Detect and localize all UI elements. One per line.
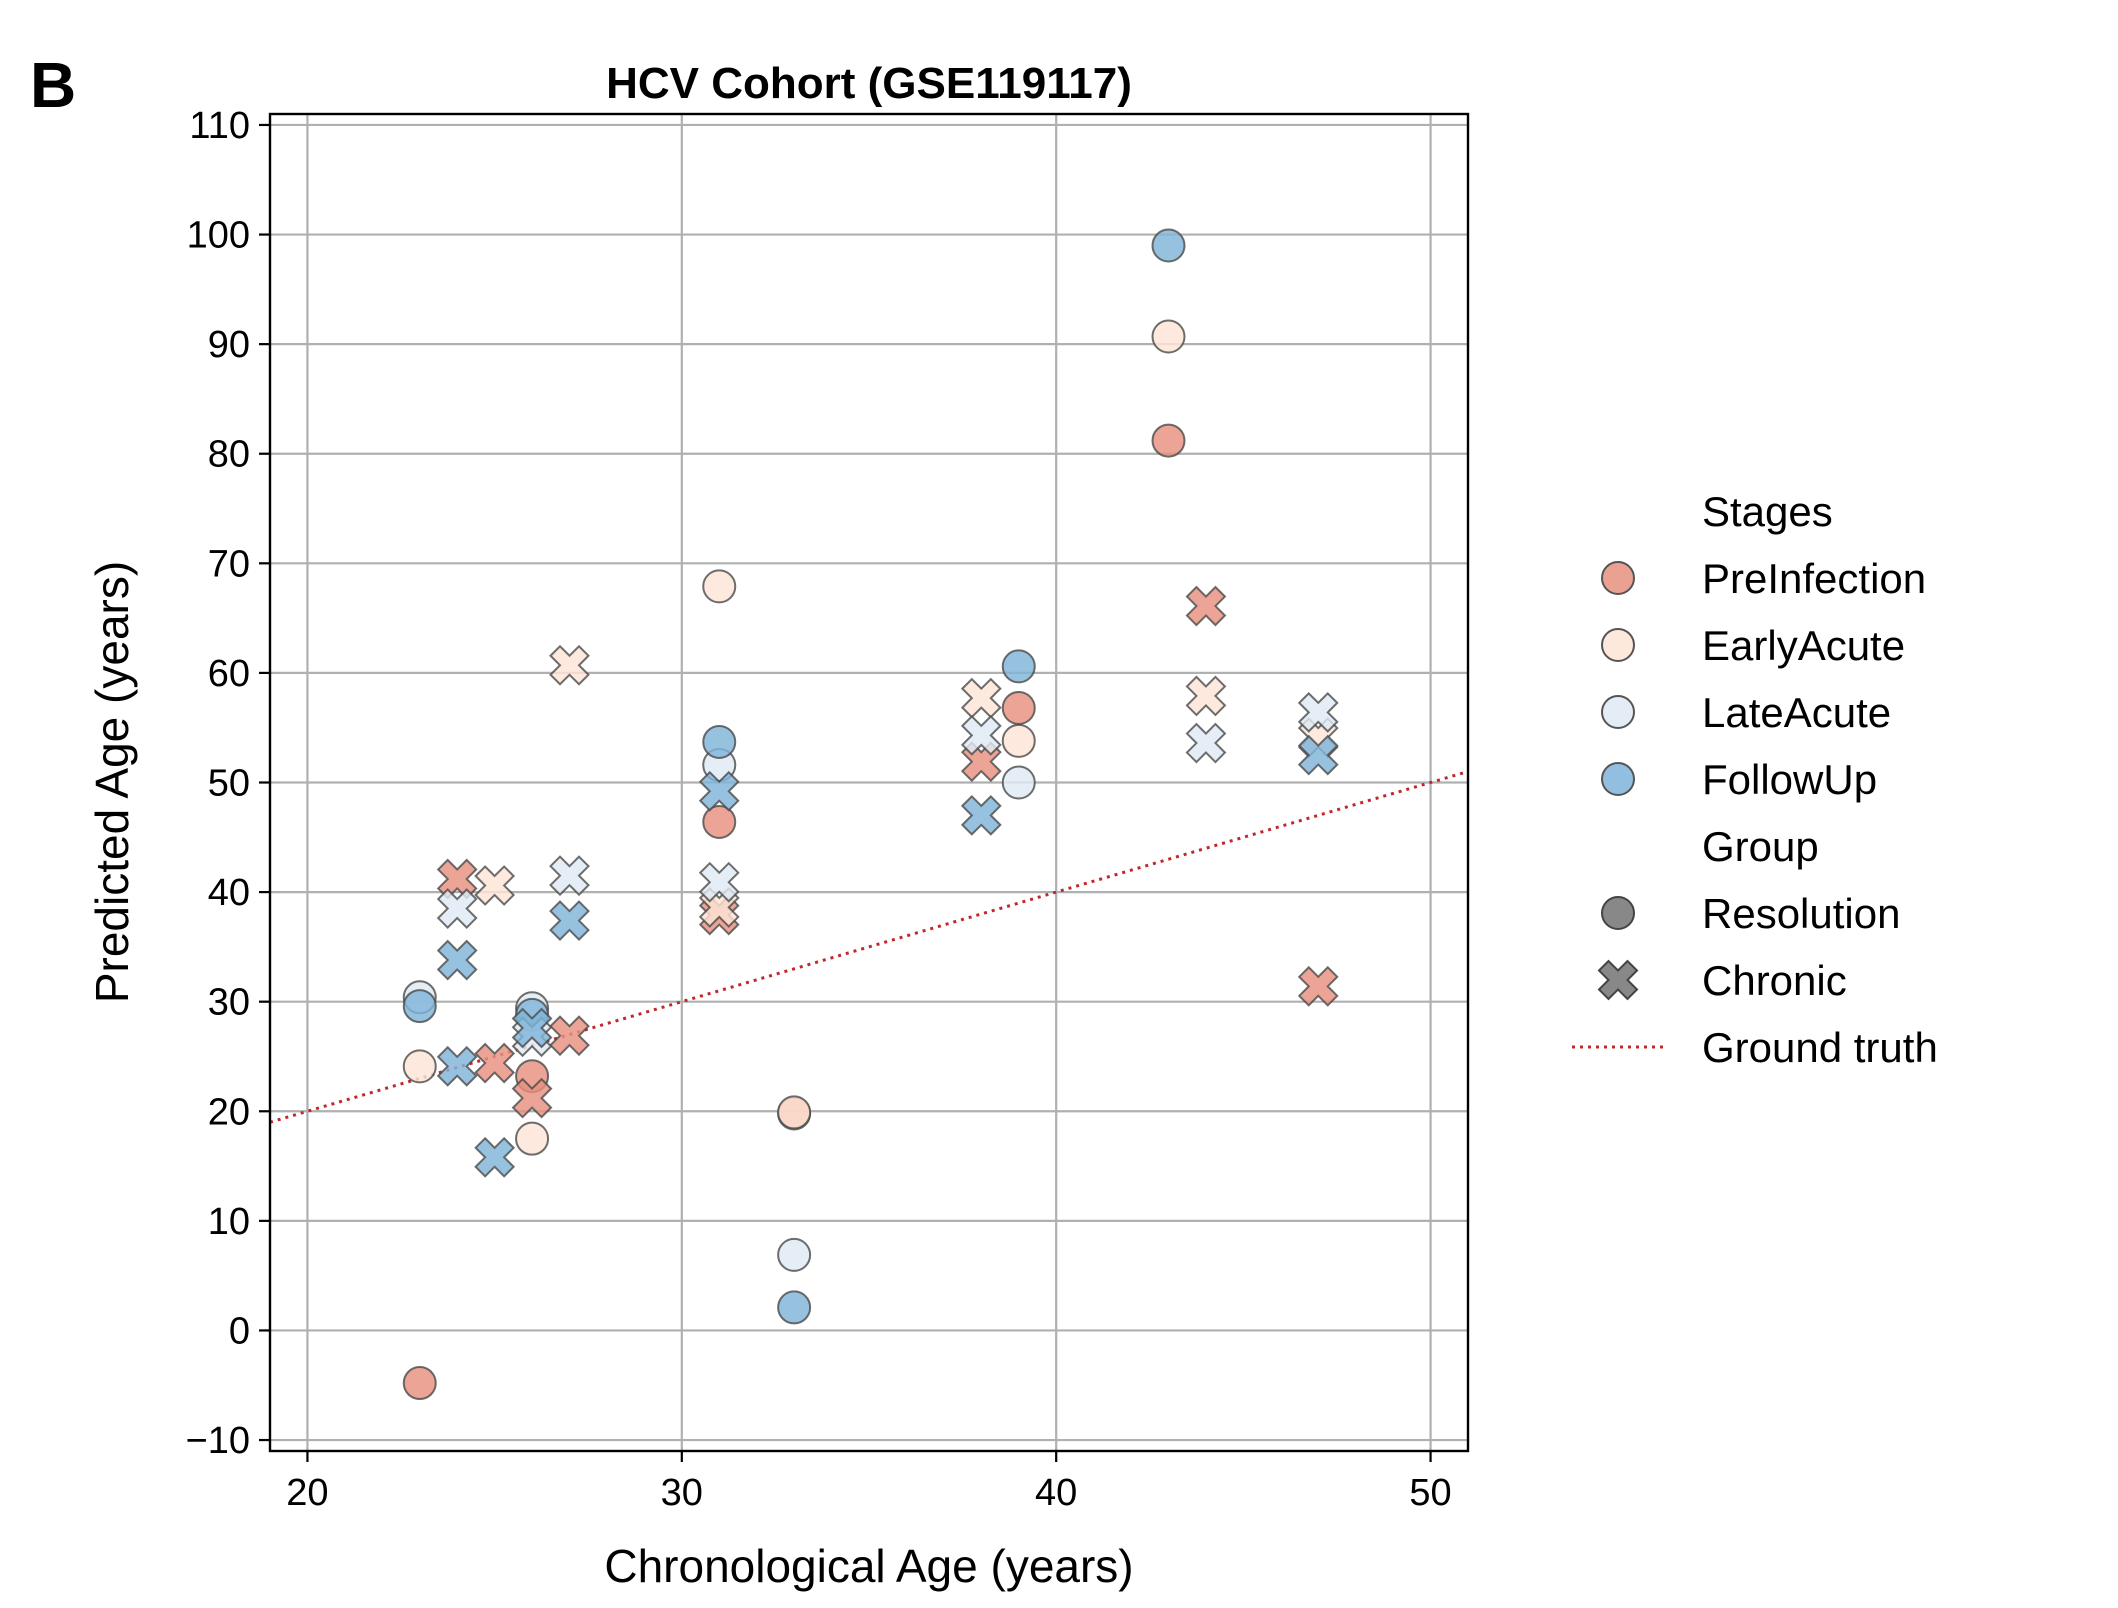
y-tick-label: 90 <box>208 324 250 366</box>
legend-label-chronic: Chronic <box>1702 957 1847 1004</box>
legend-label-preinfection: PreInfection <box>1702 555 1926 602</box>
point-preinfection-chronic <box>549 1015 590 1057</box>
point-earlyacute-resolution <box>702 569 737 604</box>
point-followup-chronic <box>436 1045 478 1087</box>
legend-label-lateacute: LateAcute <box>1702 689 1891 736</box>
point-followup-chronic <box>436 939 478 981</box>
point-followup-resolution <box>777 1290 812 1325</box>
legend-marker-followup <box>1601 762 1635 796</box>
x-tick-label: 20 <box>286 1472 328 1514</box>
legend-marker-earlyacute <box>1601 628 1635 662</box>
point-lateacute-chronic <box>1297 691 1339 733</box>
legend-label-followup: FollowUp <box>1702 756 1877 803</box>
panel-label: B <box>30 49 77 121</box>
x-axis-label: Chronological Age (years) <box>604 1540 1133 1592</box>
point-followup-resolution <box>402 989 437 1024</box>
point-earlyacute-chronic <box>960 677 1002 719</box>
point-earlyacute-resolution <box>1001 723 1036 758</box>
point-preinfection-resolution <box>1001 690 1036 725</box>
point-followup-resolution <box>1001 649 1036 684</box>
y-tick-label: 70 <box>208 543 250 585</box>
point-lateacute-chronic <box>1185 722 1227 764</box>
legend-label-resolution: Resolution <box>1702 890 1900 937</box>
y-tick-label: −10 <box>186 1420 250 1462</box>
y-tick-label: 50 <box>208 763 250 805</box>
grid-lines <box>270 114 1468 1451</box>
y-tick-label: 110 <box>189 105 250 147</box>
point-lateacute-chronic <box>960 714 1002 756</box>
y-tick-label: 60 <box>208 653 250 695</box>
point-earlyacute-resolution <box>777 1095 812 1130</box>
legend-stages-title: Stages <box>1702 488 1833 535</box>
point-earlyacute-chronic <box>1185 675 1227 717</box>
point-earlyacute-resolution <box>515 1121 550 1156</box>
point-preinfection-chronic <box>1297 965 1339 1007</box>
point-lateacute-chronic <box>436 888 478 929</box>
y-tick-label: 0 <box>229 1310 250 1352</box>
point-lateacute-chronic <box>549 855 590 897</box>
point-preinfection-chronic <box>511 1077 553 1119</box>
legend-marker-chronic <box>1597 959 1639 1001</box>
point-followup-chronic <box>511 1007 553 1049</box>
point-preinfection-resolution <box>702 804 737 839</box>
legend: Stages PreInfection EarlyAcute LateAcute… <box>1572 488 1938 1071</box>
point-lateacute-resolution <box>777 1237 812 1272</box>
legend-label-ground-truth: Ground truth <box>1702 1024 1938 1071</box>
legend-group-title: Group <box>1702 823 1819 870</box>
point-followup-chronic <box>549 900 590 941</box>
y-axis-label: Predicted Age (years) <box>86 561 138 1003</box>
point-earlyacute-chronic <box>474 865 516 906</box>
x-tick-label: 50 <box>1409 1472 1451 1514</box>
point-followup-resolution <box>1151 228 1186 263</box>
point-preinfection-chronic <box>474 1042 516 1084</box>
y-axis-ticks: −10 0 10 20 30 40 50 60 70 80 90 100 110 <box>186 105 270 1462</box>
y-tick-label: 40 <box>208 872 250 914</box>
point-followup-chronic <box>960 794 1002 836</box>
point-followup-resolution <box>702 724 737 759</box>
point-followup-chronic <box>474 1136 516 1178</box>
point-earlyacute-resolution <box>1151 319 1186 354</box>
chart-title: HCV Cohort (GSE119117) <box>606 59 1132 108</box>
legend-marker-resolution <box>1601 896 1635 930</box>
y-tick-label: 10 <box>208 1201 250 1243</box>
x-tick-label: 30 <box>661 1472 703 1514</box>
point-followup-chronic <box>698 770 740 812</box>
x-axis-ticks: 20 30 40 50 <box>286 1451 1452 1514</box>
point-preinfection-chronic <box>1185 585 1227 627</box>
data-points <box>402 228 1339 1401</box>
x-tick-label: 40 <box>1035 1472 1077 1514</box>
point-followup-chronic <box>1297 734 1339 776</box>
point-lateacute-chronic <box>698 861 740 903</box>
point-preinfection-resolution <box>1151 423 1186 458</box>
legend-marker-preinfection <box>1601 561 1635 595</box>
point-earlyacute-chronic <box>549 644 590 686</box>
y-tick-label: 100 <box>187 215 250 257</box>
y-tick-label: 30 <box>208 982 250 1024</box>
point-lateacute-resolution <box>1001 765 1036 800</box>
legend-marker-lateacute <box>1601 695 1635 729</box>
legend-label-earlyacute: EarlyAcute <box>1702 622 1905 669</box>
point-earlyacute-resolution <box>402 1049 437 1084</box>
point-preinfection-resolution <box>402 1366 437 1401</box>
y-tick-label: 80 <box>208 434 250 476</box>
y-tick-label: 20 <box>208 1091 250 1133</box>
